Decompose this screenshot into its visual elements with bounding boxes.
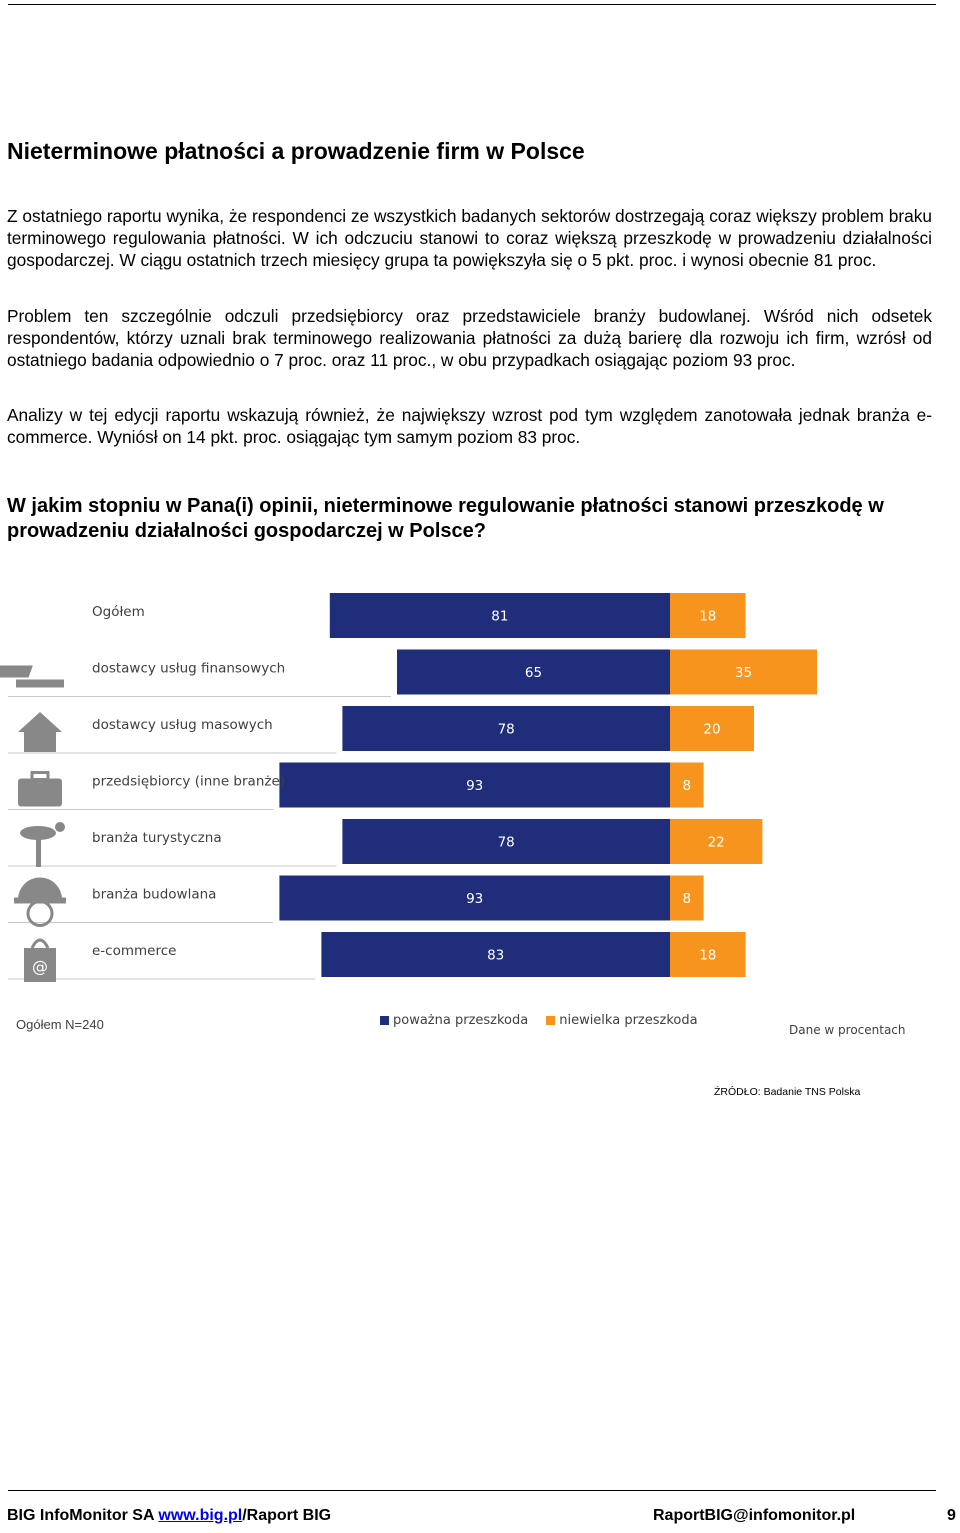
footer-suffix: /Raport BIG [242,1507,332,1524]
house-icon [18,712,62,732]
briefcase-icon [30,771,50,781]
palm-tree-icon [20,826,56,840]
bar-serious [279,875,670,921]
shopping-bag-icon [24,948,56,982]
legend-label: niewielka przeszkoda [559,1013,698,1028]
bar-serious [279,762,670,808]
data-label: 65 [525,665,542,681]
helmet-icon [18,877,62,900]
legend-label: poważna przeszkoda [393,1013,529,1028]
data-label: 93 [466,778,483,794]
legend-swatch-serious [380,1016,389,1025]
paragraph: Z ostatniego raportu wynika, że responde… [7,206,932,271]
briefcase-icon [18,778,62,807]
bar-chart: 81 18 Ogółem 65 35 dostawcy usług finansowych… [0,580,960,1000]
bar-serious [342,706,670,751]
helmet-icon [26,900,54,927]
data-label: 8 [683,778,692,794]
source-note: ŹRÓDŁO: Badanie TNS Polska [714,1086,861,1098]
bar-minor [670,649,817,695]
bar-serious [342,819,670,864]
page-number: 9 [947,1507,956,1524]
data-label: 18 [699,948,716,964]
bar-serious [397,649,670,695]
paragraph: Problem ten szczególnie odczuli przedsię… [7,306,932,371]
data-label: 78 [498,722,515,738]
category-label: branża turystyczna [92,830,222,846]
data-label: 35 [735,665,752,681]
footer-rule [8,1490,936,1491]
category-label: dostawcy usług masowych [92,717,273,733]
unit-note: Dane w procentach [789,1023,906,1037]
bar-minor [670,593,746,638]
chart-canvas: 81 18 Ogółem 65 35 dostawcy usług finansowych… [0,593,817,982]
shopping-bag-icon [30,938,50,949]
palm-tree-icon [55,822,65,832]
footer-link[interactable]: www.big.pl [158,1507,243,1524]
footer-company: BIG InfoMonitor SA [7,1507,159,1524]
category-label: dostawcy usług finansowych [92,661,285,677]
bar-serious [329,593,670,638]
shopping-bag-icon: @ [32,957,48,976]
data-label: 81 [491,609,508,625]
data-label: 93 [466,891,483,907]
house-icon [24,732,56,752]
sample-size-note: Ogółem N=240 [16,1017,104,1032]
data-label: 83 [487,948,504,964]
data-label: 20 [703,722,720,738]
page-title: Nieterminowe płatności a prowadzenie fir… [7,138,585,164]
bar-minor [670,762,704,808]
data-label: 18 [699,609,716,625]
money-icon [16,679,64,688]
footer-left: BIG InfoMonitor SA www.big.pl/Raport BIG [7,1507,331,1525]
bar-minor [670,875,704,921]
category-label: e-commerce [92,943,176,959]
legend-swatch-minor [546,1016,556,1025]
data-label: 78 [498,835,515,851]
chart-legend: poważna przeszkoda niewielka przeszkoda [380,1013,698,1028]
legend-item-minor: niewielka przeszkoda [546,1013,698,1028]
bar-serious [321,932,670,977]
bar-minor [670,706,754,751]
category-label: przedsiębiorcy (inne branże) [92,774,285,790]
category-label: Ogółem [92,604,145,620]
legend-item-serious: poważna przeszkoda [380,1013,528,1028]
paragraph: Analizy w tej edycji raportu wskazują ró… [7,405,932,448]
data-label: 8 [683,891,692,907]
data-label: 22 [708,835,725,851]
category-label: branża budowlana [92,887,216,903]
top-rule [8,4,936,5]
bar-minor [670,819,763,864]
footer-email[interactable]: RaportBIG@infomonitor.pl [653,1507,856,1524]
bar-minor [670,932,746,977]
survey-question: W jakim stopniu w Pana(i) opinii, nieter… [7,495,884,542]
money-icon [0,665,33,678]
palm-tree-icon [36,837,41,867]
